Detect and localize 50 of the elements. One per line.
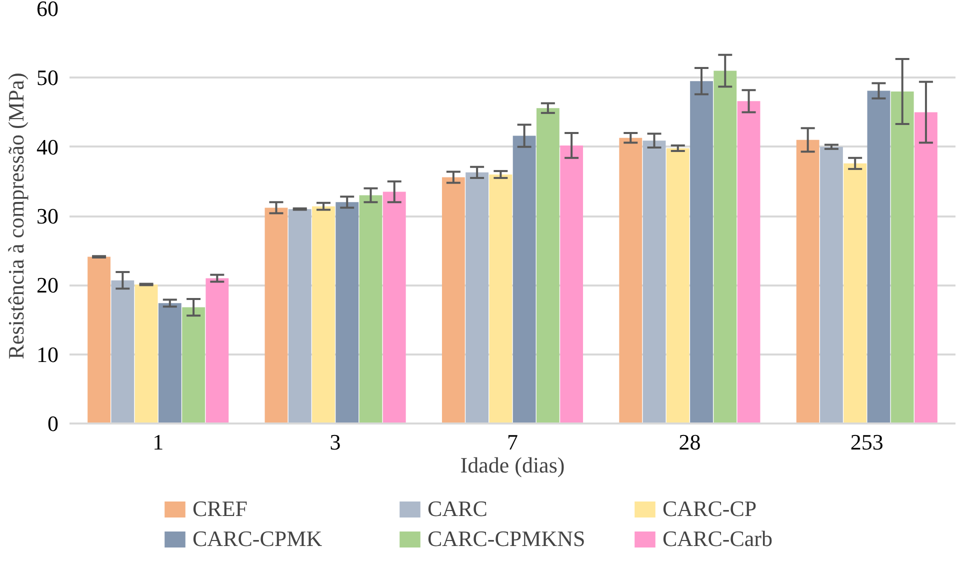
bar [536, 108, 560, 424]
bar [206, 278, 229, 424]
legend-label: CARC [428, 496, 488, 522]
bar [690, 81, 713, 424]
bar [442, 177, 465, 424]
y-tick-label: 40 [36, 134, 58, 160]
x-tick-label: 7 [507, 430, 518, 454]
bar [619, 138, 642, 424]
x-axis-title: Idade (dias) [460, 452, 565, 478]
x-tick-label: 253 [850, 430, 884, 454]
legend-label: CREF [192, 496, 249, 522]
bar [512, 136, 536, 424]
bar [466, 172, 489, 424]
bar [88, 256, 110, 424]
bar [489, 174, 512, 424]
bar [158, 303, 182, 424]
bar [796, 140, 820, 424]
bar [914, 112, 938, 424]
bar [336, 202, 359, 424]
bar [312, 206, 335, 424]
bar [111, 280, 134, 424]
legend-label: CARC-CP [662, 496, 758, 522]
bar [867, 90, 890, 424]
x-tick-label: 3 [330, 430, 341, 454]
x-tick-label: 28 [678, 430, 701, 454]
bar [714, 70, 737, 424]
x-tick-label: 1 [152, 430, 164, 454]
bar [666, 148, 690, 424]
legend-label: CARC-CPMKNS [428, 526, 586, 552]
bar [134, 284, 158, 424]
y-tick-label: 10 [36, 342, 58, 367]
bar [642, 140, 666, 424]
y-tick-label: 60 [36, 0, 58, 21]
bar [844, 163, 867, 424]
bar [820, 146, 843, 424]
y-axis-title: Resistência à compressão (MPa) [4, 72, 28, 360]
bar [288, 209, 312, 424]
y-tick-label: 20 [36, 272, 58, 298]
y-tick-label: 50 [36, 65, 58, 90]
y-tick-label: 0 [48, 411, 58, 436]
y-tick-label: 30 [36, 204, 58, 228]
bar [560, 145, 584, 424]
legend-label: CARC-CPMK [192, 526, 324, 552]
bar [382, 192, 406, 424]
bar [737, 101, 760, 424]
bar [182, 307, 205, 424]
bar [264, 208, 288, 424]
bar [890, 92, 914, 424]
legend-label: CARC-Carb [662, 526, 774, 552]
bar [359, 195, 382, 424]
